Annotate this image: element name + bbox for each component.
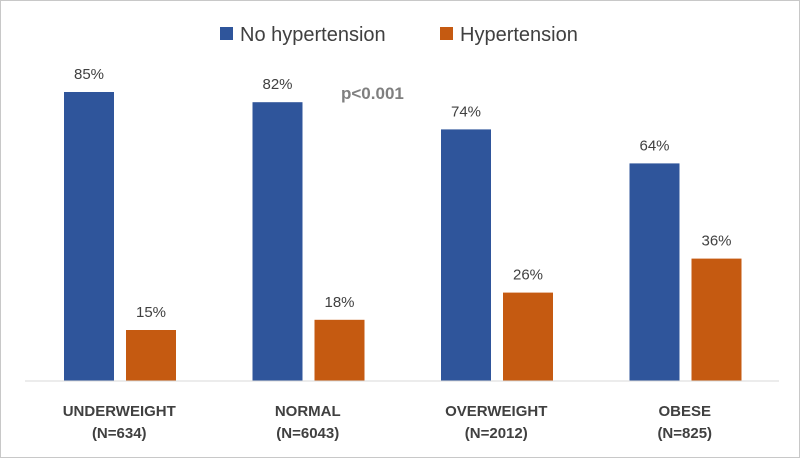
bar-no-hypertension-normal <box>252 102 303 381</box>
x-tick-sample-size-obese: (N=825) <box>657 425 712 442</box>
bar-no-hypertension-obese <box>629 163 680 381</box>
data-label-no-hypertension-normal: 82% <box>262 76 292 93</box>
data-label-hypertension-overweight: 26% <box>513 267 543 284</box>
bar-hypertension-obese <box>691 258 742 381</box>
bars-group <box>64 92 742 381</box>
x-tick-label-underweight: UNDERWEIGHT <box>63 403 176 420</box>
bar-hypertension-overweight <box>503 292 553 381</box>
data-label-hypertension-normal: 18% <box>324 294 354 311</box>
data-labels-group: 85% 15% 82% 18% 74% 26% 64% 36% <box>74 66 732 321</box>
x-tick-sample-size-underweight: (N=634) <box>92 425 147 442</box>
bar-hypertension-normal <box>314 319 365 381</box>
data-label-hypertension-obese: 36% <box>701 233 731 250</box>
x-tick-sample-size-normal: (N=6043) <box>276 425 339 442</box>
data-label-no-hypertension-underweight: 85% <box>74 66 104 83</box>
data-label-no-hypertension-obese: 64% <box>639 137 669 154</box>
x-tick-sample-size-overweight: (N=2012) <box>465 425 528 442</box>
data-label-hypertension-underweight: 15% <box>136 304 166 321</box>
x-tick-label-normal: NORMAL <box>275 403 341 420</box>
data-label-no-hypertension-overweight: 74% <box>451 103 481 120</box>
x-tick-label-obese: OBESE <box>658 403 711 420</box>
p-value-annotation: p<0.001 <box>341 84 404 103</box>
x-tick-labels: UNDERWEIGHT (N=634) NORMAL (N=6043) OVERWEIG… <box>63 403 712 442</box>
bar-hypertension-underweight <box>126 330 176 381</box>
legend-swatch-no-hypertension <box>220 27 233 40</box>
legend-label-no-hypertension: No hypertension <box>240 24 386 46</box>
legend-label-hypertension: Hypertension <box>460 24 578 46</box>
bar-no-hypertension-overweight <box>441 129 491 381</box>
bar-no-hypertension-underweight <box>64 92 114 381</box>
x-tick-label-overweight: OVERWEIGHT <box>445 403 547 420</box>
legend-swatch-hypertension <box>440 27 453 40</box>
legend: No hypertension Hypertension <box>220 24 578 46</box>
